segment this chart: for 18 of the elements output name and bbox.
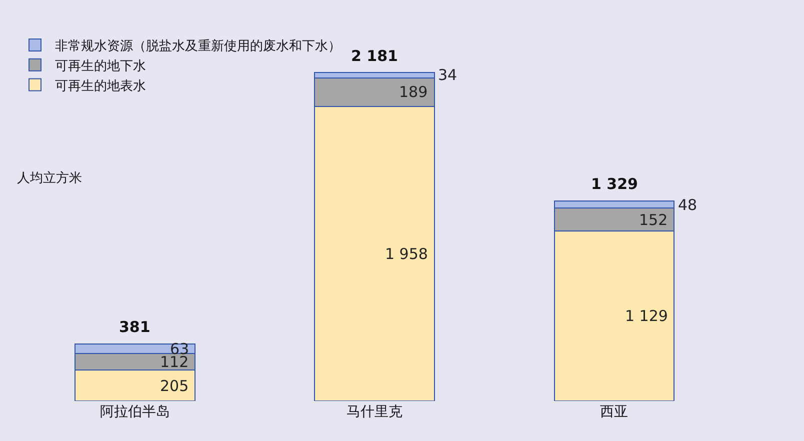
legend-label: 可再生的地表水 [55, 78, 146, 94]
legend-label: 非常规水资源（脱盐水及重新使用的废水和下水） [55, 39, 341, 54]
data-label: 34 [438, 66, 458, 84]
data-label: 205 [160, 377, 189, 395]
data-label: 152 [639, 211, 668, 229]
x-tick-label: 马什里克 [346, 404, 402, 420]
data-label: 48 [678, 196, 698, 214]
x-tick-label: 阿拉伯半岛 [100, 404, 170, 420]
total-label: 381 [119, 318, 150, 336]
y-axis-title: 人均立方米 [17, 170, 82, 186]
data-label: 189 [399, 83, 428, 101]
data-label: 1 958 [385, 245, 428, 263]
x-tick-label: 西亚 [600, 404, 628, 420]
data-label: 112 [160, 353, 189, 371]
legend-label: 可再生的地下水 [55, 58, 146, 74]
total-label: 2 181 [351, 47, 398, 65]
total-label: 1 329 [591, 175, 638, 193]
data-label: 1 129 [625, 307, 668, 325]
